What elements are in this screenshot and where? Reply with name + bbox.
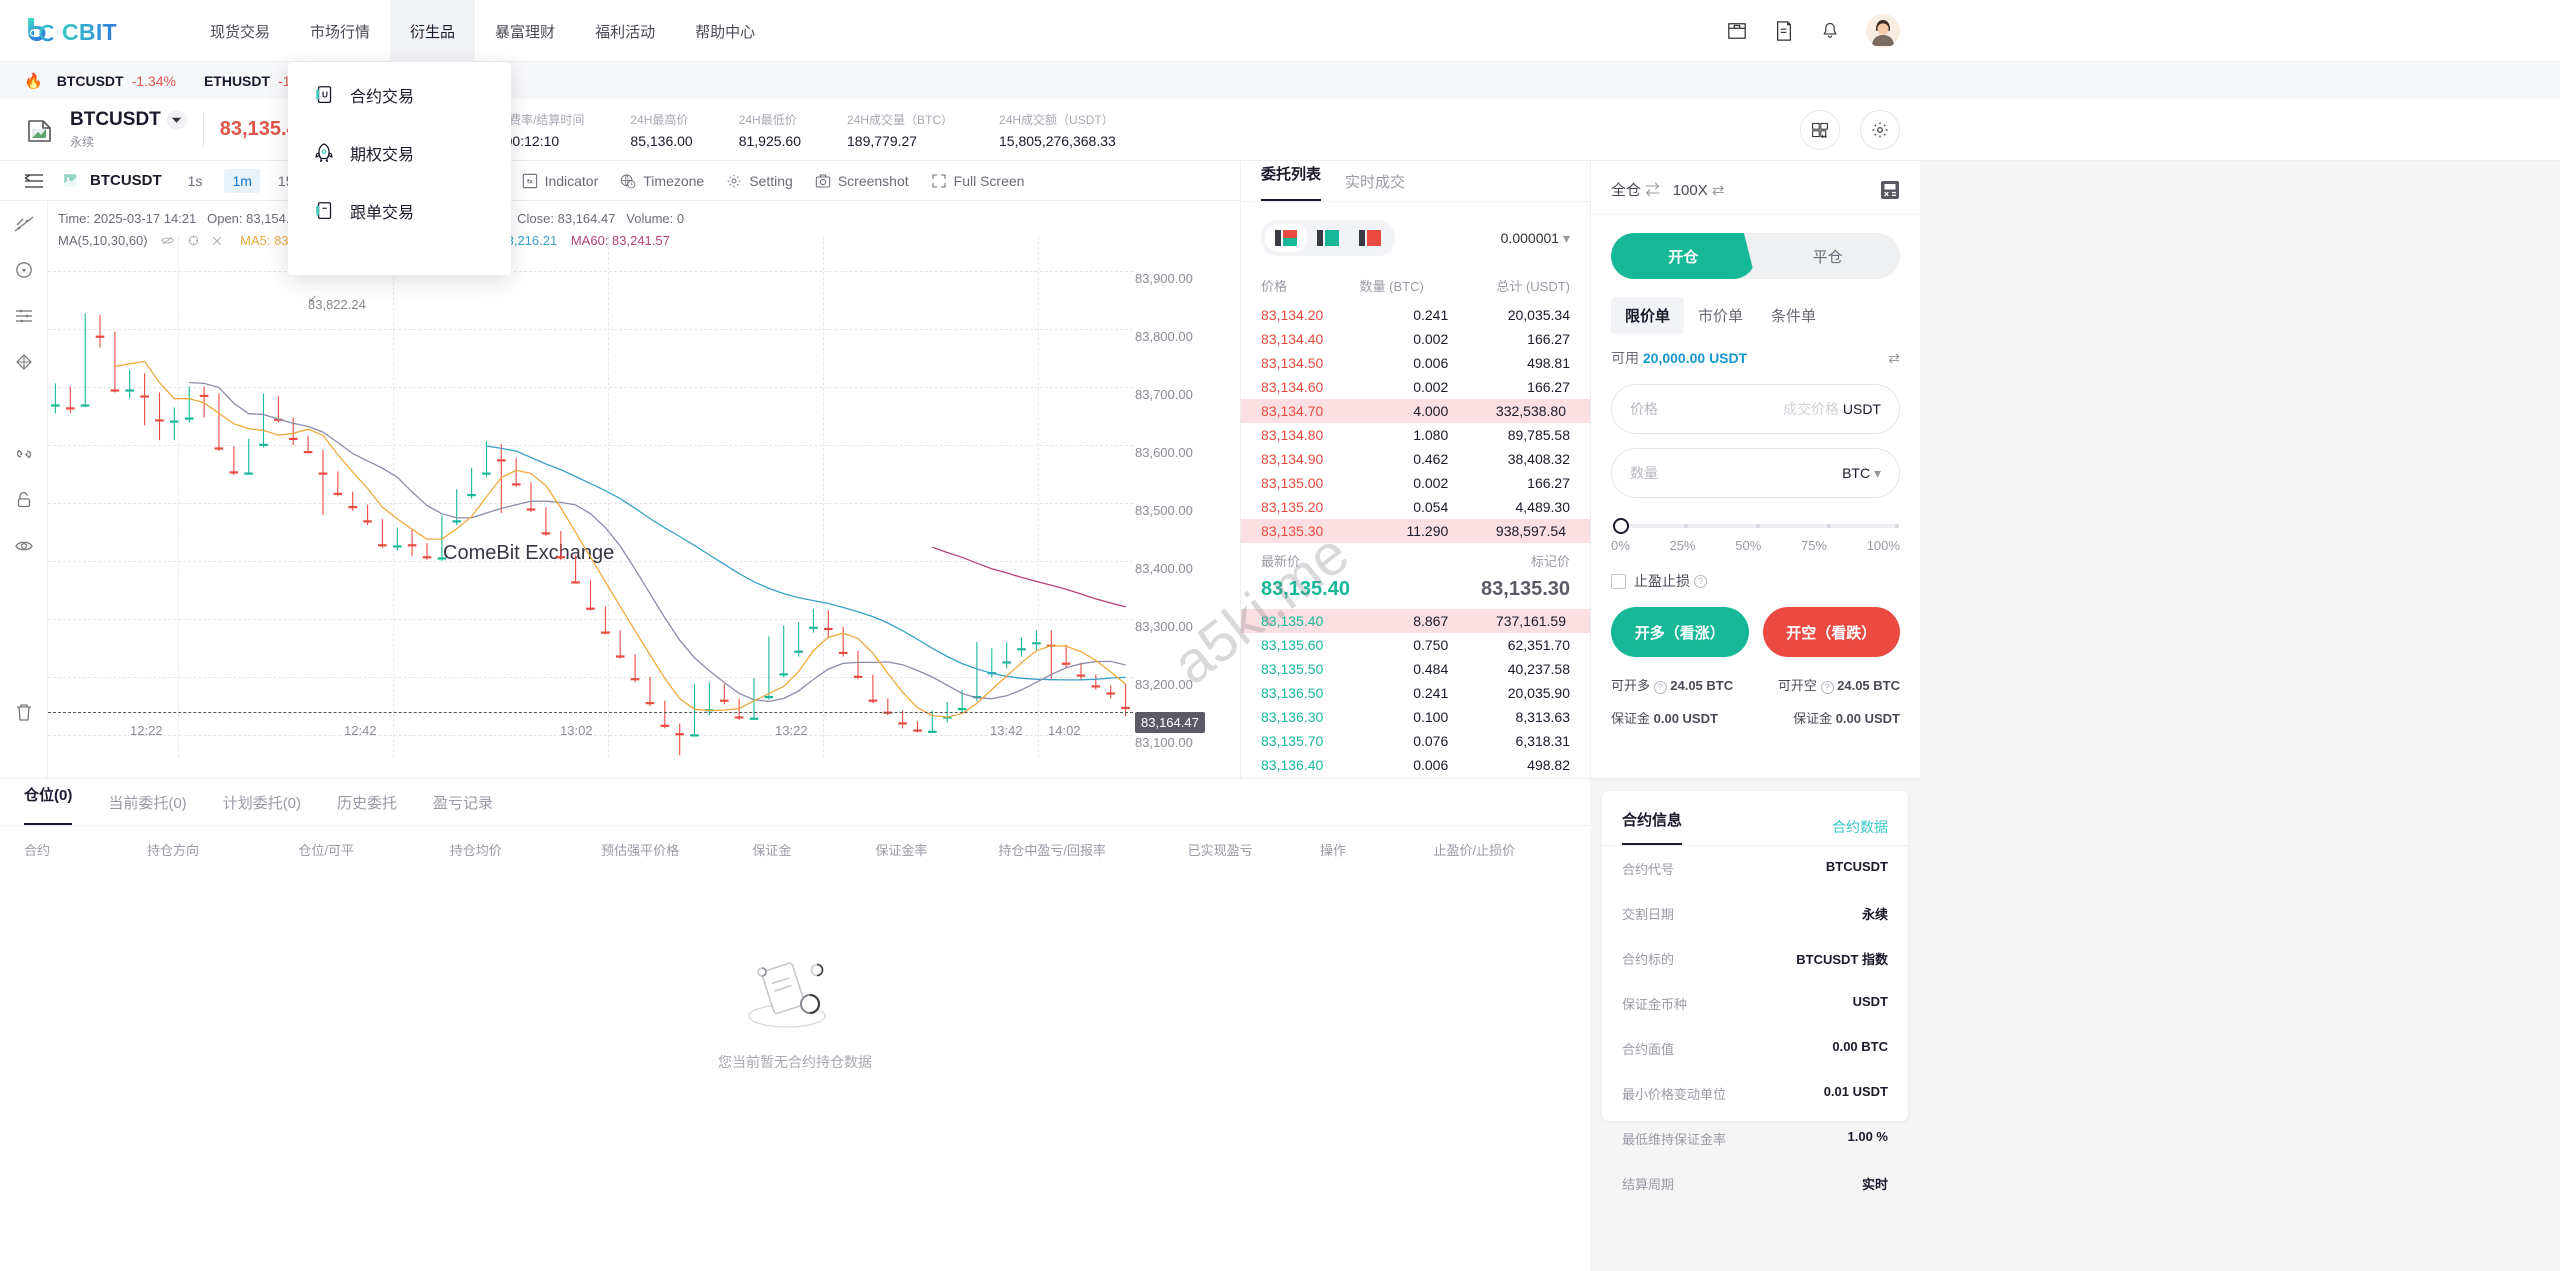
- svg-text:U: U: [322, 90, 328, 99]
- svg-text:fx: fx: [527, 178, 533, 185]
